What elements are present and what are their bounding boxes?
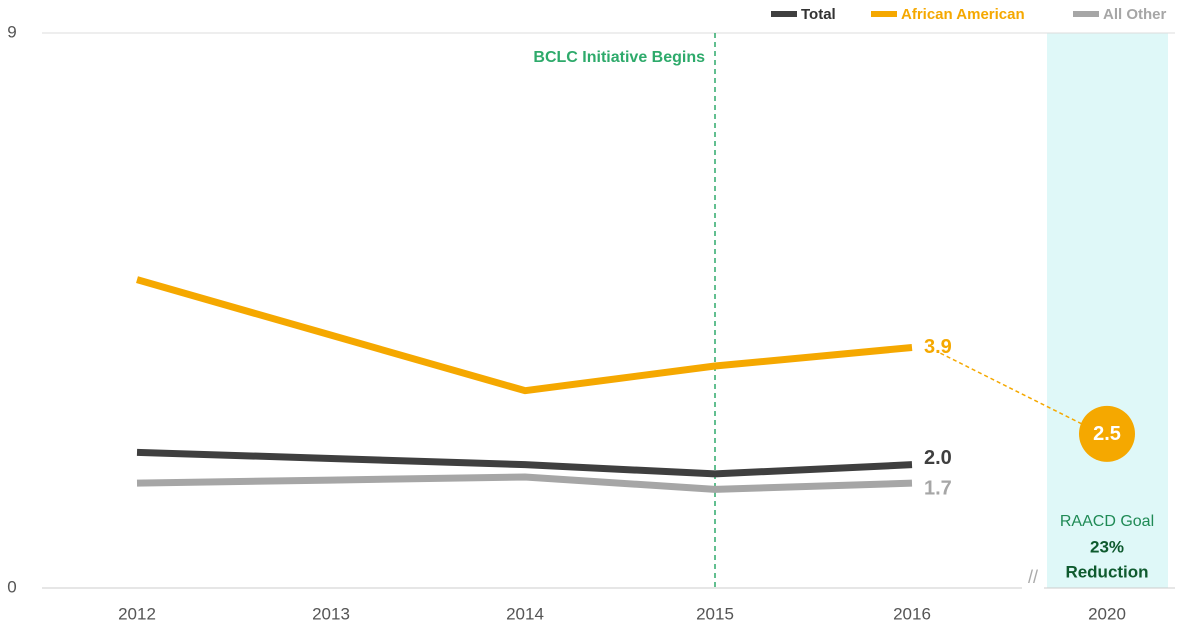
series-line <box>136 473 913 493</box>
goal-marker <box>1079 405 1135 462</box>
data-label: 2.0 <box>924 447 952 469</box>
data-label: 3.9 <box>924 336 952 358</box>
x-tick-label: 2012 <box>118 604 156 623</box>
x-tick-label: 2016 <box>893 604 931 623</box>
series-line <box>136 448 913 478</box>
legend-label: All Other <box>1103 6 1167 23</box>
goal-text: Reduction <box>1065 562 1148 581</box>
goal-band <box>1047 33 1168 588</box>
goal-label: RAACD Goal <box>1060 513 1154 530</box>
legend-label: African American <box>901 6 1025 23</box>
series-line <box>136 276 913 395</box>
legend-label: Total <box>801 6 836 23</box>
axis-break: // <box>1028 567 1038 587</box>
annotation-text: BCLC Initiative Begins <box>533 49 705 66</box>
y-tick-label: 9 <box>7 22 16 41</box>
x-tick-label: 2015 <box>696 604 734 623</box>
data-label: 1.7 <box>924 477 952 499</box>
goal-amount: 23% <box>1090 537 1124 556</box>
y-tick-label: 0 <box>7 577 16 596</box>
x-tick-label: 2014 <box>506 604 544 623</box>
x-tick-label: 2013 <box>312 604 350 623</box>
goal-value: 2.5 <box>1093 423 1121 445</box>
x-tick-label: 2020 <box>1088 604 1126 623</box>
